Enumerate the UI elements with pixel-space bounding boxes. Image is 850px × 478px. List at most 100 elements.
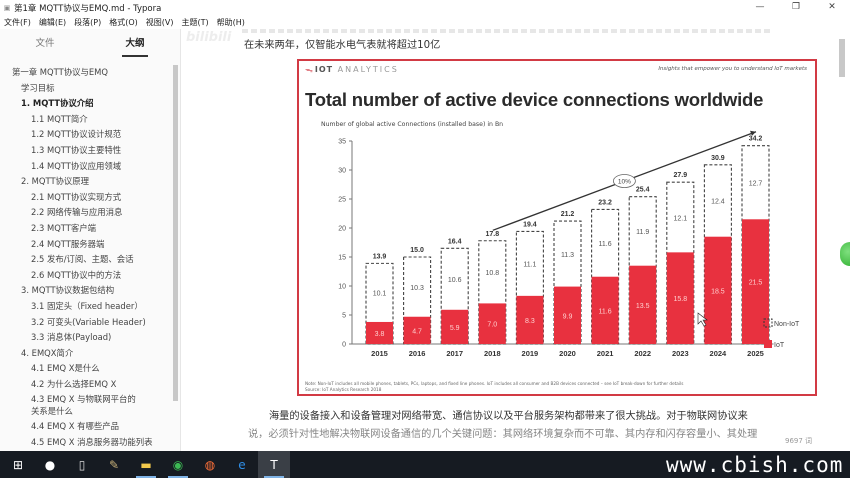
x-tick-label: 2022 [634, 349, 651, 358]
total-value-label: 16.4 [448, 238, 462, 245]
x-tick-label: 2021 [597, 349, 614, 358]
iot-value-label: 9.9 [563, 313, 573, 320]
outline-item[interactable]: 2.2 网络传输与应用消息 [31, 207, 123, 218]
outline-item[interactable]: 2.1 MQTT协议实现方式 [31, 191, 122, 202]
y-tick-label: 20 [338, 226, 346, 233]
outline-item[interactable]: 1.1 MQTT简介 [31, 113, 88, 124]
iot-value-label: 11.6 [599, 308, 612, 315]
iot-value-label: 21.5 [749, 280, 763, 287]
y-tick-label: 0 [342, 342, 346, 349]
chrome-icon[interactable]: ◉ [162, 451, 194, 478]
menu-help[interactable]: 帮助(H) [216, 17, 245, 27]
non-iot-value-label: 11.1 [523, 262, 536, 269]
edge-icon[interactable]: e [238, 457, 246, 472]
chart-source: Source: IoT Analytics Research 2018 [305, 386, 382, 392]
file-explorer-icon[interactable]: ▬ [130, 451, 162, 478]
legend-non-iot-label: Non-IoT [774, 321, 800, 328]
outline-item[interactable]: 4.1 EMQ X是什么 [31, 363, 100, 374]
iot-logo-icon: ᯓ [305, 65, 313, 74]
outline-item[interactable]: 1.2 MQTT协议设计规范 [31, 129, 122, 140]
tab-outline[interactable]: 大纲 [90, 29, 180, 59]
cagr-badge [612, 174, 636, 188]
menu-paragraph[interactable]: 段落(P) [74, 17, 102, 27]
figure-tagline: Insights that empower you to understand … [658, 66, 807, 72]
non-iot-bar [515, 230, 544, 345]
non-iot-value-label: 12.4 [711, 199, 725, 206]
outline-item[interactable]: 4.5 EMQ X 消息服务器功能列表 [31, 437, 153, 448]
typora-icon[interactable]: T [258, 451, 290, 478]
x-tick-label: 2024 [710, 349, 728, 358]
editor-area[interactable]: 在未来两年，仅智能水电气表就将超过10亿 ᯓ IOT ANALYTICS Insi… [182, 29, 850, 451]
non-iot-value-label: 10.8 [485, 270, 499, 277]
outline-item[interactable]: 1.3 MQTT协议主要特性 [31, 144, 122, 155]
app-paint-icon[interactable]: ✎ [108, 457, 120, 472]
outline-item[interactable]: 1. MQTT协议介绍 [21, 98, 94, 109]
outline-item[interactable]: 4.4 EMQ X 有哪些产品 [31, 421, 120, 432]
total-value-label: 27.9 [673, 172, 687, 179]
outline-item[interactable]: 3. MQTT协议数据包结构 [21, 285, 115, 296]
x-tick-label: 2023 [672, 349, 689, 358]
outline-list: 第一章 MQTT协议与EMQ 学习目标 1. MQTT协议介绍 1.1 MQTT简介 1… [0, 65, 172, 451]
iot-value-label: 3.8 [375, 331, 385, 338]
non-iot-value-label: 11.3 [561, 252, 574, 259]
iot-value-label: 15.8 [673, 296, 687, 303]
firefox-icon[interactable]: ◍ [204, 457, 216, 472]
iot-value-label: 4.7 [412, 328, 422, 335]
outline-item[interactable]: 2.6 MQTT协议中的方法 [31, 269, 122, 280]
menu-view[interactable]: 视图(V) [145, 17, 174, 27]
iot-bar [516, 295, 544, 344]
task-view-icon[interactable]: ▯ [78, 457, 86, 472]
outline-item[interactable]: 2.4 MQTT服务器端 [31, 238, 105, 249]
tab-files[interactable]: 文件 [35, 38, 55, 49]
non-iot-value-label: 10.1 [373, 291, 387, 298]
paragraph-challenges: 海量的设备接入和设备管理对网络带宽、通信协议以及平台服务架构都带来了很大挑战。对… [269, 411, 748, 422]
y-tick-label: 10 [338, 284, 346, 291]
x-tick-label: 2020 [559, 349, 576, 358]
iot-value-label: 5.9 [450, 325, 460, 332]
menu-format[interactable]: 格式(O) [109, 17, 138, 27]
editor-scrollbar[interactable] [839, 39, 845, 77]
outline-item[interactable]: 3.2 可变头(Variable Header) [31, 316, 146, 327]
sidebar-scrollbar[interactable] [173, 65, 178, 401]
iot-bar [704, 236, 732, 344]
cagr-label: 10% [618, 179, 631, 186]
total-value-label: 25.4 [636, 187, 650, 194]
sidebar: 文件 大纲 第一章 MQTT协议与EMQ 学习目标 1. MQTT协议介绍 1.1 M… [0, 29, 181, 451]
cortana-icon[interactable]: ● [44, 457, 56, 472]
menu-bar: 文件(F) 编辑(E) 段落(P) 格式(O) 视图(V) 主题(T) 帮助(H… [0, 15, 850, 29]
legend-non-iot-swatch [763, 318, 773, 328]
outline-item[interactable]: 学习目标 [21, 82, 55, 93]
menu-file[interactable]: 文件(F) [4, 17, 31, 27]
outline-item[interactable]: 2.3 MQTT客户端 [31, 222, 97, 233]
iot-bar [403, 316, 431, 344]
iot-bar [742, 219, 769, 344]
iot-value-label: 13.5 [636, 303, 650, 310]
iot-value-label: 18.5 [711, 288, 725, 295]
y-tick-label: 5 [342, 313, 346, 320]
outline-item[interactable]: 2. MQTT协议原理 [21, 176, 90, 187]
outline-item[interactable]: 3.1 固定头（Fixed header） [31, 300, 143, 311]
iot-value-label: 7.0 [487, 322, 497, 329]
non-iot-value-label: 12.1 [673, 215, 687, 222]
close-button[interactable]: ✕ [828, 2, 836, 12]
outline-item[interactable]: 4.2 为什么选择EMQ X [31, 378, 117, 389]
floating-assistant-button[interactable] [840, 242, 850, 266]
outline-item[interactable]: 1.4 MQTT协议应用领域 [31, 160, 122, 171]
menu-theme[interactable]: 主题(T) [181, 17, 209, 27]
minimize-button[interactable]: — [755, 2, 765, 12]
outline-item[interactable]: 4.3 EMQ X 与物联网平台的关系是什么 [31, 394, 136, 416]
maximize-button[interactable]: ❐ [791, 2, 801, 12]
outline-item[interactable]: 4. EMQX简介 [21, 347, 74, 358]
non-iot-value-label: 11.9 [636, 229, 649, 236]
total-value-label: 19.4 [523, 221, 537, 228]
outline-item[interactable]: 2.5 发布/订阅、主题、会话 [31, 254, 134, 265]
word-count[interactable]: 9697 词 [785, 437, 813, 445]
start-icon[interactable]: ⊞ [12, 457, 24, 472]
outline-item[interactable]: 3.3 消息体(Payload) [31, 332, 112, 343]
menu-edit[interactable]: 编辑(E) [38, 17, 67, 27]
paragraph-challenges-cont: 说，必须针对性地解决物联网设备通信的几个关键问题：其网络环境复杂而不可靠、其内存… [248, 429, 758, 440]
iot-value-label: 8.3 [525, 318, 535, 325]
chart-note: Note: Non-IoT includes all mobile phones… [305, 381, 684, 386]
x-tick-label: 2019 [522, 349, 539, 358]
outline-item[interactable]: 第一章 MQTT协议与EMQ [12, 67, 108, 77]
